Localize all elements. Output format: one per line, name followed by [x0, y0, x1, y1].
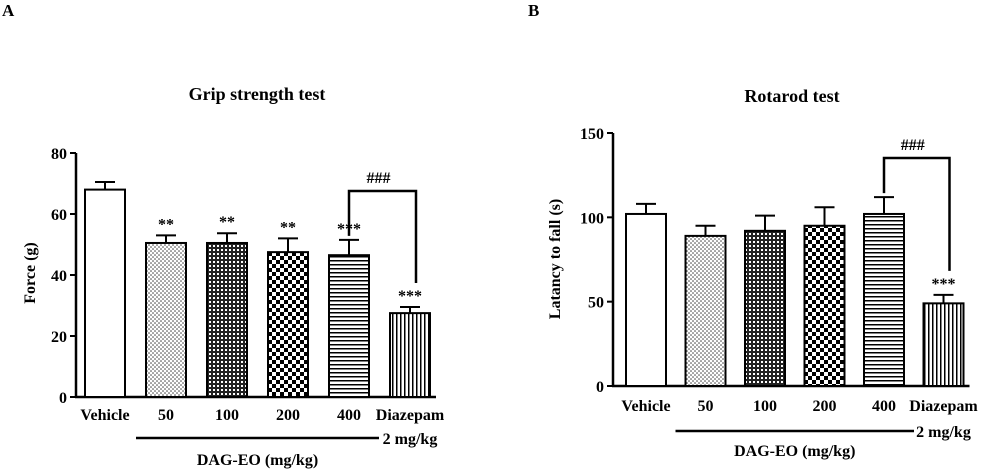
panel-b-label: B [528, 1, 539, 20]
panel-b-x-tick-label: 100 [753, 398, 777, 415]
panel-b-x-tick-label: 400 [872, 398, 896, 415]
panel-a-y-tick-label: 60 [51, 207, 67, 224]
panel-b-title: Rotarod test [744, 86, 839, 106]
panel-a-bar-1 [145, 241, 187, 398]
panel-a-bar-3 [267, 251, 309, 398]
panel-b-x-tick-label: Diazepam [909, 398, 978, 415]
panel-a-title: Grip strength test [189, 84, 326, 104]
panel-a-comparison-bracket [347, 189, 418, 284]
panel-a-x-tick-label: 400 [337, 407, 361, 424]
panel-b-bar-1 [684, 234, 727, 387]
panel-b-x-tick-label: 200 [813, 398, 837, 415]
panel-a-significance-label: ** [158, 216, 174, 233]
panel-a-significance-label: ** [280, 219, 296, 236]
panel-b-significance-label: *** [932, 276, 956, 293]
panel-b-x-tick-label: 50 [698, 398, 714, 415]
panel-a-group-label: DAG-EO (mg/kg) [197, 452, 318, 469]
panel-a-x-tick-label: 50 [158, 407, 174, 424]
panel-b-comparison-bracket [882, 156, 951, 271]
panel-a-bar-2 [206, 241, 248, 398]
panel-a-y-tick-label: 20 [51, 329, 67, 346]
panel-a-bar-0 [84, 188, 126, 398]
panel-a-label: A [2, 1, 15, 20]
panel-a-bracket-label: ### [367, 170, 391, 187]
panel-b-y-tick-label: 100 [580, 210, 604, 227]
panel-b-plot: 0 50 100 150 Vehicle 50 100 200 400 *** Diazepam 2 … [580, 126, 978, 460]
panel-b-bracket-label: ### [901, 137, 925, 154]
panel-a-significance-label: ** [219, 214, 235, 231]
panel-a-y-tick-label: 0 [59, 390, 67, 407]
panel-b-ylabel: Latancy to fall (s) [547, 199, 564, 319]
panel-b-y-tick-label: 50 [588, 295, 604, 312]
panel-a-significance-label: *** [398, 288, 422, 305]
panel-a-x-tick-sublabel: 2 mg/kg [383, 431, 438, 448]
panel-a-x-tick-label: Vehicle [80, 407, 129, 424]
panel-b-x-tick-sublabel: 2 mg/kg [916, 424, 971, 441]
panel-a-y-tick-label: 80 [51, 146, 67, 163]
panel-b-bar-5 [922, 302, 965, 387]
panel-a-ylabel: Force (g) [22, 242, 39, 303]
panel-b-group-label: DAG-EO (mg/kg) [734, 443, 855, 460]
panel-a-y-tick-label: 40 [51, 268, 67, 285]
panel-a-x-tick-label: 200 [276, 407, 300, 424]
panel-b-y-tick-label: 150 [580, 126, 604, 143]
panel-b-x-tick-label: Vehicle [621, 398, 670, 415]
panel-b-y-tick-label: 0 [596, 379, 604, 396]
panel-a-bar-4 [328, 254, 370, 398]
panel-b-bar-4 [863, 212, 905, 387]
panel-b-bar-2 [744, 229, 786, 387]
panel-b-bar-0 [625, 212, 667, 387]
panel-b-bar-3 [803, 224, 846, 387]
panel-a-plot: 020406080Vehicle**50**100**200***400***D… [51, 146, 445, 469]
panel-a-x-tick-label: Diazepam [376, 407, 445, 424]
panel-a-x-tick-label: 100 [215, 407, 239, 424]
panel-a-bar-5 [389, 312, 431, 398]
